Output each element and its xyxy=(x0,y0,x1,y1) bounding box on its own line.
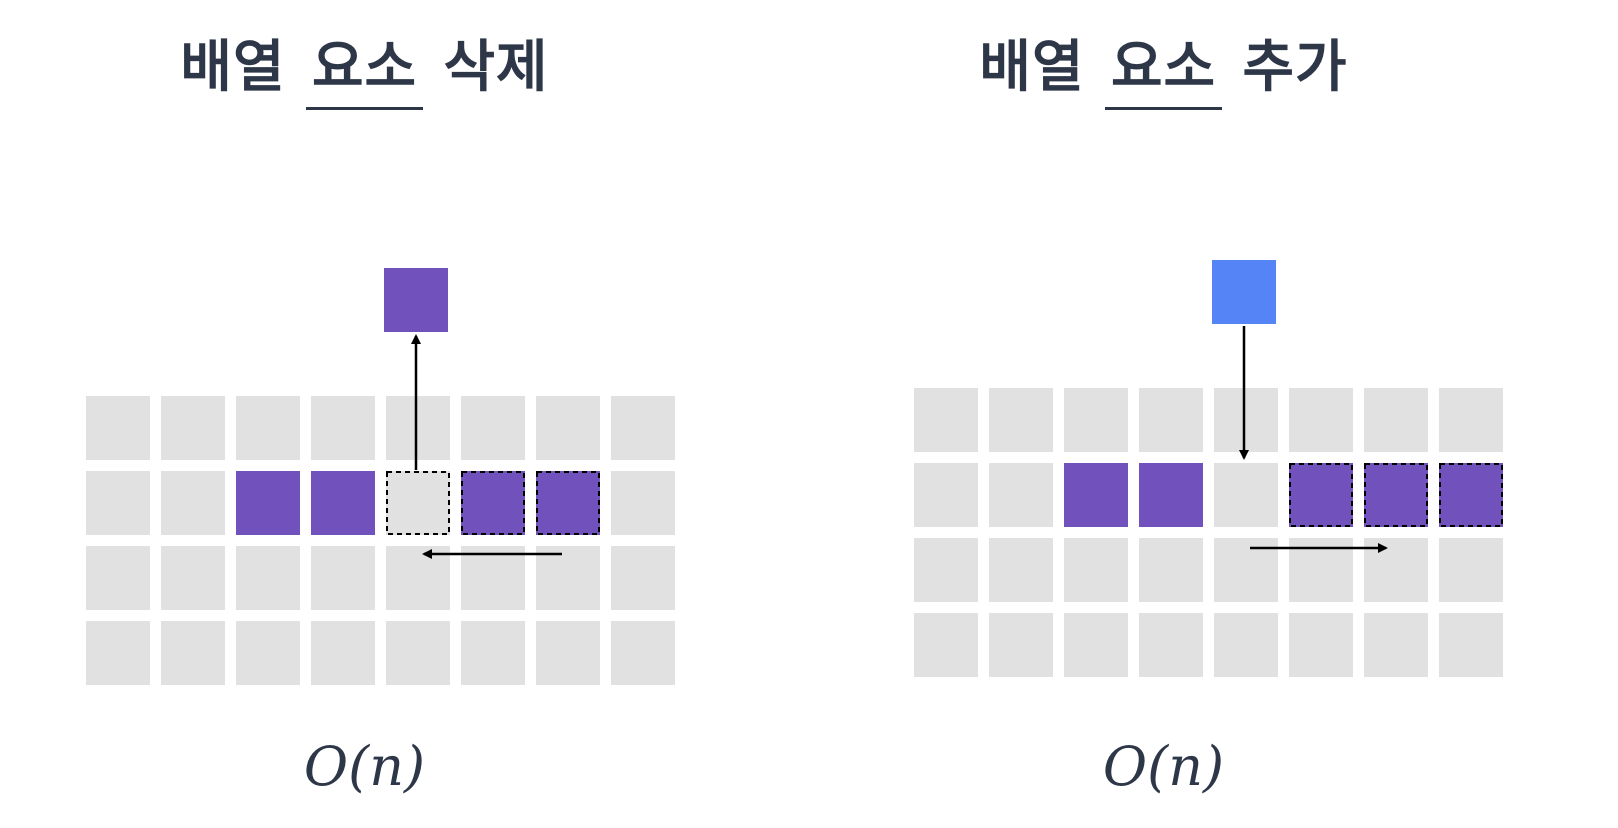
delete-empty-cell xyxy=(86,396,150,460)
insert-empty-cell xyxy=(1439,613,1503,677)
insert-dashed-outline xyxy=(1289,463,1353,527)
delete-empty-cell xyxy=(311,396,375,460)
delete-empty-cell xyxy=(86,546,150,610)
insert-empty-cell xyxy=(1439,388,1503,452)
delete-panel: 배열 요소 삭제 O(n) xyxy=(0,22,769,798)
insert-title-underlined: 요소 xyxy=(1104,22,1223,110)
delete-empty-cell xyxy=(386,396,450,460)
insert-title-suffix: 추가 xyxy=(1242,35,1348,100)
insert-title-prefix: 배열 xyxy=(979,35,1085,100)
insert-dashed-outline xyxy=(1439,463,1503,527)
insert-empty-cell xyxy=(1139,613,1203,677)
insert-empty-cell xyxy=(914,388,978,452)
insert-title: 배열 요소 추가 xyxy=(759,22,1568,110)
insert-empty-cell xyxy=(1214,613,1278,677)
delete-empty-cell xyxy=(461,546,525,610)
insert-empty-cell xyxy=(1214,388,1278,452)
delete-emptied-cell xyxy=(386,471,450,535)
delete-empty-cell xyxy=(236,396,300,460)
insert-target-cell xyxy=(1214,463,1278,527)
delete-element-cell xyxy=(536,471,600,535)
delete-title: 배열 요소 삭제 xyxy=(0,22,769,110)
delete-element-cell xyxy=(311,471,375,535)
delete-empty-cell xyxy=(236,546,300,610)
insert-empty-cell xyxy=(989,613,1053,677)
insert-empty-cell xyxy=(1289,613,1353,677)
delete-empty-cell xyxy=(161,546,225,610)
delete-empty-cell xyxy=(386,621,450,685)
insert-element-cell xyxy=(1139,463,1203,527)
delete-empty-cell xyxy=(611,471,675,535)
insert-empty-cell xyxy=(1139,538,1203,602)
insert-empty-cell xyxy=(914,613,978,677)
delete-empty-cell xyxy=(536,396,600,460)
insert-empty-cell xyxy=(1364,613,1428,677)
insert-element-cell xyxy=(1289,463,1353,527)
insert-element-cell xyxy=(1364,463,1428,527)
insert-panel: 배열 요소 추가 O(n) xyxy=(809,0,1618,828)
insert-empty-cell xyxy=(914,538,978,602)
insert-empty-cell xyxy=(1064,613,1128,677)
removed-element-block xyxy=(384,268,448,332)
delete-empty-cell xyxy=(611,396,675,460)
delete-empty-cell xyxy=(86,621,150,685)
insert-empty-cell xyxy=(1439,538,1503,602)
insert-dashed-outline xyxy=(1364,463,1428,527)
delete-empty-cell xyxy=(236,621,300,685)
inserted-element-block xyxy=(1212,260,1276,324)
insert-empty-cell xyxy=(1064,538,1128,602)
insert-element-cell xyxy=(1439,463,1503,527)
delete-empty-cell xyxy=(311,546,375,610)
insert-complexity: O(n) xyxy=(1102,735,1225,798)
delete-empty-cell xyxy=(461,621,525,685)
delete-empty-cell xyxy=(536,546,600,610)
insert-empty-cell xyxy=(914,463,978,527)
insert-empty-cell xyxy=(1289,388,1353,452)
delete-empty-cell xyxy=(611,621,675,685)
insert-array-grid xyxy=(914,388,1503,677)
delete-dashed-outline xyxy=(461,471,525,535)
delete-title-prefix: 배열 xyxy=(180,35,286,100)
delete-complexity: O(n) xyxy=(303,735,426,798)
delete-array-grid xyxy=(86,396,675,685)
insert-element-cell xyxy=(1064,463,1128,527)
delete-empty-cell xyxy=(461,396,525,460)
insert-empty-cell xyxy=(1364,388,1428,452)
delete-empty-cell xyxy=(161,396,225,460)
delete-element-cell xyxy=(461,471,525,535)
delete-element-cell xyxy=(236,471,300,535)
delete-empty-cell xyxy=(161,621,225,685)
delete-empty-cell xyxy=(536,621,600,685)
delete-empty-cell xyxy=(161,471,225,535)
delete-dashed-outline xyxy=(536,471,600,535)
delete-empty-cell xyxy=(86,471,150,535)
insert-empty-cell xyxy=(1139,388,1203,452)
insert-empty-cell xyxy=(989,463,1053,527)
delete-empty-cell xyxy=(311,621,375,685)
delete-empty-cell xyxy=(611,546,675,610)
delete-dashed-outline xyxy=(386,471,450,535)
delete-title-suffix: 삭제 xyxy=(443,35,549,100)
insert-empty-cell xyxy=(989,538,1053,602)
insert-empty-cell xyxy=(1064,388,1128,452)
insert-empty-cell xyxy=(989,388,1053,452)
delete-title-underlined: 요소 xyxy=(305,22,424,110)
delete-empty-cell xyxy=(386,546,450,610)
